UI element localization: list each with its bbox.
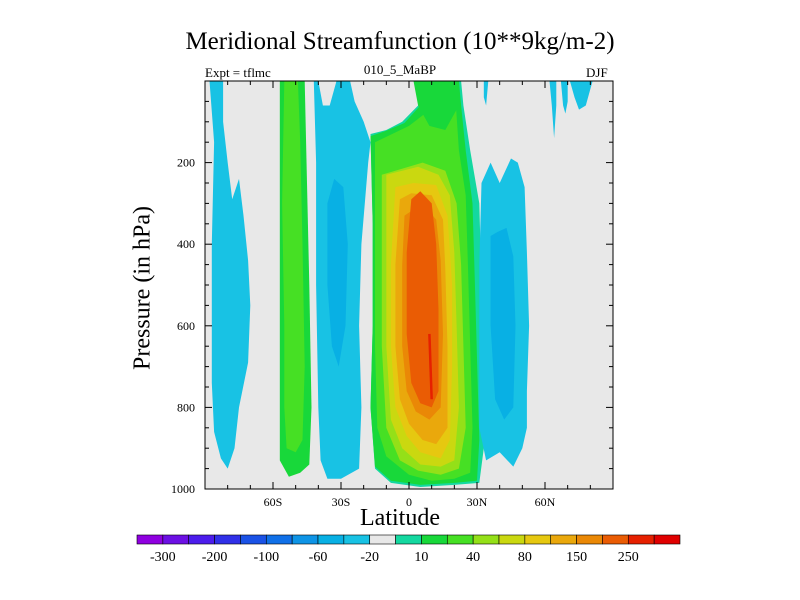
y-tick-label: 400 bbox=[177, 237, 195, 251]
northern-negative-inner bbox=[490, 227, 516, 420]
x-tick-label: 60N bbox=[535, 495, 556, 509]
southern-negative-inner bbox=[327, 178, 348, 367]
colorbar-swatch bbox=[627, 534, 655, 545]
colorbar-swatch bbox=[136, 534, 164, 545]
colorbar-swatch bbox=[550, 534, 577, 545]
contour-fills bbox=[209, 81, 593, 487]
colorbar-label: 10 bbox=[414, 550, 428, 565]
colorbar-label: 40 bbox=[466, 550, 480, 565]
colorbar-swatch bbox=[576, 534, 603, 545]
colorbar-swatch bbox=[265, 534, 293, 545]
colorbar-label: 250 bbox=[618, 550, 639, 565]
northern-upper-streak bbox=[483, 81, 489, 106]
colorbar-swatch bbox=[291, 534, 319, 545]
colorbar-label: 80 bbox=[518, 550, 532, 565]
x-tick-label: 0 bbox=[406, 495, 412, 509]
y-tick-label: 600 bbox=[177, 319, 195, 333]
colorbar-swatch bbox=[524, 534, 552, 545]
colorbar-label: -100 bbox=[253, 550, 279, 565]
x-axis-label: Latitude bbox=[360, 505, 440, 531]
x-tick-label: 30N bbox=[467, 495, 488, 509]
y-tick-label: 1000 bbox=[171, 482, 195, 496]
hadley-cell-l9 bbox=[406, 191, 439, 408]
colorbar-label: 150 bbox=[566, 550, 587, 565]
upper-tropical-wedge bbox=[413, 81, 459, 130]
high-lat-streak-c bbox=[569, 81, 593, 110]
colorbar-swatch bbox=[498, 534, 526, 545]
colorbar: -300 -200 -100 -60 -20 10 40 80 150 250 bbox=[136, 534, 681, 565]
hadley-cell-core bbox=[428, 333, 433, 400]
colorbar-label: -200 bbox=[202, 550, 228, 565]
y-tick-label: 800 bbox=[177, 400, 195, 414]
x-tick-label: 30S bbox=[332, 495, 351, 509]
high-lat-streak-a bbox=[549, 81, 557, 139]
colorbar-swatch bbox=[369, 534, 396, 545]
chart-title: Meridional Streamfunction (10**9kg/m-2) bbox=[185, 28, 615, 55]
colorbar-swatch bbox=[214, 534, 241, 545]
colorbar-swatch bbox=[162, 534, 190, 545]
colorbar-swatch bbox=[188, 534, 215, 545]
colorbar-swatch bbox=[317, 534, 345, 545]
colorbar-swatch bbox=[395, 534, 422, 545]
x-tick-label: 60S bbox=[264, 495, 283, 509]
colorbar-label: -20 bbox=[360, 550, 379, 565]
colorbar-swatch bbox=[602, 534, 629, 545]
colorbar-swatch bbox=[343, 534, 371, 545]
colorbar-swatch bbox=[240, 534, 267, 545]
colorbar-label: -300 bbox=[150, 550, 176, 565]
colorbar-swatch bbox=[653, 534, 681, 545]
colorbar-swatch bbox=[446, 534, 474, 545]
run-label: 010_5_MaBP bbox=[363, 62, 437, 77]
colorbar-label: -60 bbox=[309, 550, 328, 565]
experiment-label: Expt = tflmc bbox=[205, 65, 271, 80]
southern-positive-band-inner bbox=[282, 81, 305, 453]
axis-ticks: 60S 30S 0 30N 60N 200 400 600 800 1000 bbox=[171, 80, 614, 509]
y-tick-label: 200 bbox=[177, 156, 195, 170]
season-label: DJF bbox=[586, 65, 608, 80]
colorbar-swatch bbox=[421, 534, 448, 545]
colorbar-swatch bbox=[472, 534, 500, 545]
plot-area bbox=[205, 81, 613, 489]
high-lat-streak-b bbox=[560, 81, 568, 114]
polar-band bbox=[209, 81, 251, 469]
